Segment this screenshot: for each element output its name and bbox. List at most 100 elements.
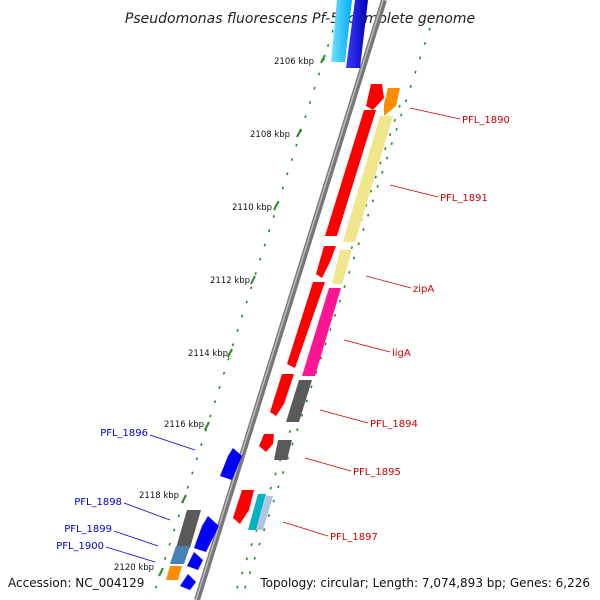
scale-dot [222,371,226,375]
track-dot [315,370,318,374]
track-dot [381,170,384,174]
scale-dot [304,115,307,119]
scale-dot [259,257,262,261]
scale-label: 2120 kbp [114,563,154,573]
gene-arrow-blue-tiny[interactable] [180,574,196,590]
track-dot [240,571,244,575]
gene-arrow-liga[interactable] [287,282,325,368]
track-dot [269,486,272,490]
scale-dot [168,542,171,546]
scale-tick [227,348,233,358]
scale-dot [313,86,316,90]
scale-dot [195,457,199,461]
gene-arrow-pink[interactable] [302,288,341,376]
track-dot [362,227,365,231]
scale-tick [273,201,279,211]
gene-arrow-light[interactable] [256,496,273,530]
scale-tick [158,567,164,577]
gene-label-pfl-1896[interactable]: PFL_1896 [100,428,148,439]
forward-genes [233,0,400,530]
track-dot [414,70,417,74]
track-dot [277,485,280,489]
track-dot [385,156,389,160]
scale-tick [204,421,210,431]
track-dot [253,556,256,560]
scale-dot [249,286,253,290]
gene-arrow-pfl-1897[interactable] [233,490,254,524]
track-dot [324,342,327,346]
scale-dot [290,158,294,161]
scale-tick [250,275,256,285]
gene-arrow-teal[interactable] [248,494,266,530]
gene-arrow[interactable] [346,0,368,68]
reverse-connectors [105,434,196,563]
scale-dot [154,585,158,589]
gene-arrow-pfl-1890[interactable] [366,84,384,110]
scale-dot [164,557,167,560]
track-dot [333,313,337,317]
track-dot [350,246,354,250]
gene-arrow[interactable] [331,0,352,62]
track-dot [288,430,292,434]
track-dot [250,543,253,547]
track-dot [423,42,427,46]
scale-dot [317,72,321,76]
scale-dot [263,243,266,247]
track-dot [418,56,422,60]
track-dot [393,118,396,122]
gene-arrow-pfl-1894[interactable] [270,374,294,416]
track-dot [390,142,393,146]
scale-label: 2106 kbp [274,57,314,67]
track-dot [329,328,332,332]
scale-label: 2112 kbp [210,276,250,286]
scale-dot [240,314,244,318]
track-dot [343,285,346,289]
gene-label-pfl-1895[interactable]: PFL_1895 [353,467,401,478]
gene-label-pfl-1894[interactable]: PFL_1894 [370,419,418,430]
topology-text: Topology: circular; Length: 7,074,893 bp… [259,576,590,590]
gene-arrow-pfl-1895[interactable] [259,434,274,452]
gene-arrow-khaki[interactable] [343,116,393,242]
map-title: Pseudomonas fluorescens Pf-5, complete g… [125,11,475,27]
gene-arrow-pfl-1900[interactable] [166,566,182,580]
scale-label: 2116 kbp [164,420,204,430]
track-dot [286,456,290,460]
gene-arrow-khaki-small[interactable] [332,250,352,284]
scale-dot [326,44,330,47]
gene-arrow-gray[interactable] [286,380,312,422]
scale-dot [213,400,217,404]
track-dot [305,399,308,403]
gene-arrow-orange[interactable] [384,88,400,116]
gene-label-pfl-1891[interactable]: PFL_1891 [440,193,488,204]
gene-label-pfl-1897[interactable]: PFL_1897 [330,532,378,543]
scale-dot [331,29,334,33]
gene-arrow-gray-small[interactable] [274,440,292,460]
gene-label-pfl-1898[interactable]: PFL_1898 [74,497,122,508]
gene-label-pfl-1890[interactable]: PFL_1890 [462,115,510,126]
gene-arrow-gray-rev[interactable] [176,510,201,548]
connector [149,434,196,451]
gene-arrow-pfl-1899[interactable] [170,546,190,564]
scale-dot [236,329,239,332]
gene-arrow-zipa[interactable] [316,246,336,278]
scale-dot [231,343,235,347]
scale-tick [296,128,302,138]
gene-label-pfl-1899[interactable]: PFL_1899 [64,524,112,535]
track-dot [395,127,398,131]
gene-arrow-blue-small[interactable] [187,552,203,570]
connector [319,409,369,424]
connector [105,546,156,563]
gene-label-zipa[interactable]: zipA [413,284,434,295]
scale-dot [209,414,212,418]
track-dot [409,84,412,88]
gene-arrow-blue-rev[interactable] [194,516,219,552]
gene-arrow-pfl-1891[interactable] [325,110,376,236]
gene-label-liga[interactable]: ligA [392,348,411,359]
gene-label-pfl-1900[interactable]: PFL_1900 [56,541,104,552]
gene-arrow-pfl-1896[interactable] [220,448,242,480]
track-dot [376,185,379,189]
track-dot [374,175,377,179]
reverse-genes [166,448,242,590]
scale-dot [268,229,271,233]
connector [389,184,439,198]
